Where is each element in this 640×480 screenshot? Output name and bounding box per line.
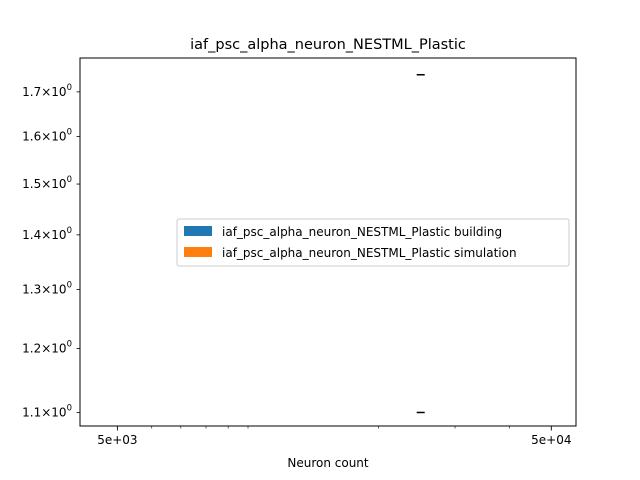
x-tick-label: 5e+03 <box>97 433 137 447</box>
data-marks <box>416 73 425 414</box>
x-axis: 5e+03 5e+04 <box>97 426 571 447</box>
legend-label-building: iaf_psc_alpha_neuron_NESTML_Plastic buil… <box>222 225 502 239</box>
legend-swatch-building <box>184 226 212 236</box>
plot-area <box>79 57 577 427</box>
y-axis: 1.1×100 1.2×100 1.3×100 1.4×100 1.5×100 1.6×1… <box>22 83 80 419</box>
y-tick-label: 1.1×100 <box>22 403 72 419</box>
y-tick-label: 1.4×100 <box>22 226 72 242</box>
legend-frame <box>176 218 570 267</box>
x-axis-label: Neuron count <box>287 456 369 470</box>
y-tick-label: 1.3×100 <box>22 280 72 296</box>
y-tick-label: 1.6×100 <box>22 128 72 144</box>
x-tick-label: 5e+04 <box>531 433 571 447</box>
y-tick-label: 1.5×100 <box>22 175 72 191</box>
y-tick-label: 1.2×100 <box>22 339 72 355</box>
chart-title: iaf_psc_alpha_neuron_NESTML_Plastic <box>190 37 466 53</box>
y-tick-label: 1.7×100 <box>22 83 72 99</box>
legend-label-simulation: iaf_psc_alpha_neuron_NESTML_Plastic simu… <box>222 246 517 260</box>
legend: iaf_psc_alpha_neuron_NESTML_Plastic buil… <box>176 218 570 267</box>
legend-swatch-simulation <box>184 247 212 257</box>
